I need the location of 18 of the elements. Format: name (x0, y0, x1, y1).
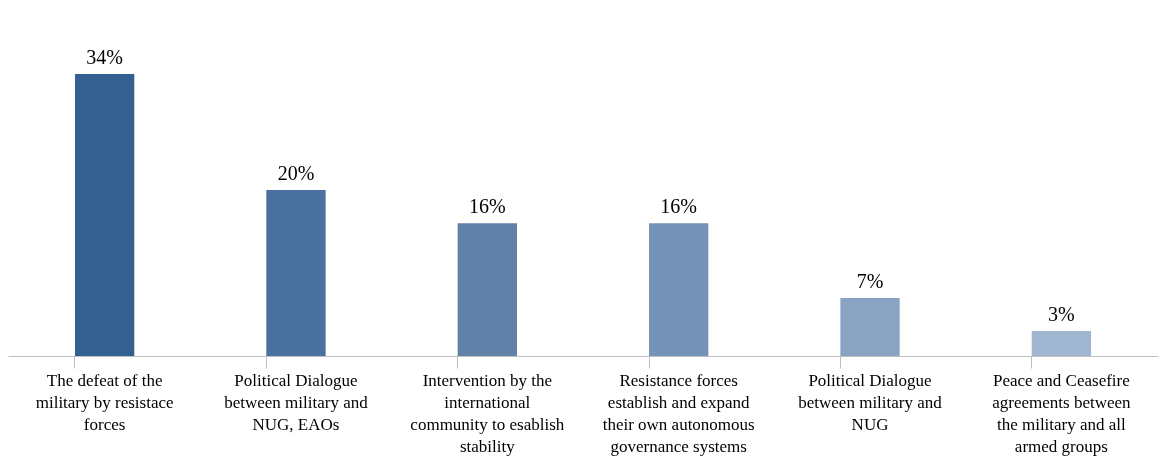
data-label: 16% (468, 195, 506, 218)
data-label: 3% (1048, 303, 1075, 326)
x-tick-label: Resistance forces establish and expand their own autonomous governance systems (602, 370, 755, 456)
x-tick-label: Political Dialogue between military and NUG, EAOs (224, 370, 369, 434)
bar (649, 223, 709, 356)
x-tick-label: Political Dialogue between military and NUG (798, 370, 943, 434)
data-label: 7% (856, 269, 884, 292)
x-tick-label: Intervention by the international community to esablish stability (410, 370, 565, 456)
data-label: 20% (277, 162, 315, 185)
x-tick-label: Peace and Ceasefire agreements between the military and all armed groups (992, 370, 1132, 456)
data-label: 16% (660, 195, 698, 218)
x-tick-label: The defeat of the military by resistace forces (35, 370, 174, 434)
bar (840, 297, 900, 356)
data-label: 34% (86, 46, 123, 68)
bar (1031, 331, 1092, 356)
bar (457, 223, 517, 356)
bar (266, 190, 326, 356)
bar (74, 74, 135, 356)
